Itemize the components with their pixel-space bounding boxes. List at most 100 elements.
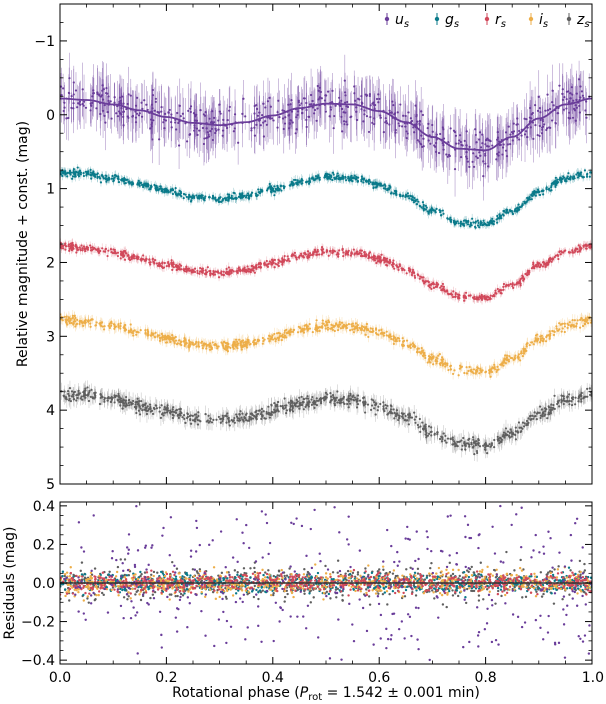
light-curve-data bbox=[60, 52, 592, 462]
data-point bbox=[174, 191, 177, 194]
data-point bbox=[326, 175, 329, 179]
data-point bbox=[255, 263, 258, 267]
data-point bbox=[389, 261, 392, 264]
data-point bbox=[327, 254, 330, 257]
data-point bbox=[422, 280, 425, 283]
data-point bbox=[421, 113, 425, 117]
data-point bbox=[274, 262, 277, 265]
data-point bbox=[219, 112, 222, 115]
data-point bbox=[221, 199, 224, 202]
data-point bbox=[269, 190, 273, 193]
data-point bbox=[72, 81, 75, 84]
data-point bbox=[198, 129, 201, 132]
data-point bbox=[502, 288, 505, 291]
data-point bbox=[311, 253, 314, 256]
data-point bbox=[181, 112, 184, 115]
data-point bbox=[372, 182, 376, 186]
data-point bbox=[394, 190, 397, 193]
data-point bbox=[211, 197, 214, 200]
data-point bbox=[426, 210, 429, 213]
data-point bbox=[293, 254, 296, 257]
data-point bbox=[391, 263, 394, 266]
data-point bbox=[505, 211, 508, 214]
data-point bbox=[430, 287, 433, 291]
data-point bbox=[84, 170, 87, 173]
data-point bbox=[516, 281, 519, 284]
data-point bbox=[410, 119, 414, 123]
data-point bbox=[120, 178, 123, 181]
data-point bbox=[530, 198, 533, 201]
data-point bbox=[328, 173, 331, 176]
data-point bbox=[413, 276, 417, 279]
data-point bbox=[405, 194, 408, 198]
data-point bbox=[496, 221, 499, 224]
data-point bbox=[552, 257, 555, 260]
data-point bbox=[365, 114, 369, 118]
data-point bbox=[537, 263, 540, 267]
data-point bbox=[79, 173, 82, 176]
data-point bbox=[269, 105, 272, 108]
data-point bbox=[459, 156, 463, 159]
data-point bbox=[131, 182, 135, 185]
data-point bbox=[149, 261, 152, 264]
data-point bbox=[526, 269, 530, 272]
data-point bbox=[382, 258, 385, 262]
data-point bbox=[410, 271, 414, 274]
data-point bbox=[215, 199, 218, 202]
data-point bbox=[386, 122, 389, 125]
data-point bbox=[396, 111, 399, 114]
data-point bbox=[584, 247, 588, 250]
data-point bbox=[585, 173, 589, 176]
data-point bbox=[536, 261, 539, 264]
data-point bbox=[175, 265, 178, 269]
data-point bbox=[249, 270, 252, 273]
data-point bbox=[518, 208, 521, 211]
data-point bbox=[193, 126, 196, 130]
data-point bbox=[154, 187, 158, 191]
data-point bbox=[585, 244, 589, 248]
data-point bbox=[451, 295, 455, 299]
data-point bbox=[174, 264, 178, 267]
data-point bbox=[423, 207, 426, 210]
data-point bbox=[155, 262, 158, 265]
data-point bbox=[369, 115, 372, 119]
data-point bbox=[314, 175, 318, 178]
data-point bbox=[353, 252, 356, 255]
data-point bbox=[472, 152, 475, 155]
data-point bbox=[216, 270, 220, 273]
data-point bbox=[467, 294, 470, 297]
data-point bbox=[178, 268, 182, 271]
data-point bbox=[328, 115, 331, 118]
data-point bbox=[384, 121, 387, 124]
data-point bbox=[253, 271, 256, 274]
data-point bbox=[417, 200, 420, 203]
data-point bbox=[167, 264, 170, 267]
data-point bbox=[123, 254, 126, 257]
data-point bbox=[288, 260, 291, 263]
data-point bbox=[472, 221, 475, 224]
data-point bbox=[136, 182, 139, 185]
data-point bbox=[359, 249, 362, 252]
data-point bbox=[412, 201, 416, 204]
data-point bbox=[191, 194, 194, 197]
data-point bbox=[250, 268, 253, 271]
data-point bbox=[344, 94, 347, 97]
data-point bbox=[376, 255, 379, 259]
data-point bbox=[265, 123, 268, 126]
data-point bbox=[187, 196, 190, 199]
data-point bbox=[538, 107, 541, 110]
data-point bbox=[391, 265, 395, 268]
data-point bbox=[475, 155, 478, 158]
data-point bbox=[232, 270, 235, 273]
data-point bbox=[323, 99, 327, 102]
data-point bbox=[374, 182, 378, 186]
data-point bbox=[562, 108, 565, 111]
data-point bbox=[474, 133, 477, 137]
data-point bbox=[550, 184, 553, 187]
data-point bbox=[497, 216, 500, 220]
data-point bbox=[465, 221, 468, 224]
data-point bbox=[158, 111, 161, 114]
data-point bbox=[330, 101, 334, 104]
data-point bbox=[171, 192, 175, 196]
data-point bbox=[255, 123, 258, 126]
